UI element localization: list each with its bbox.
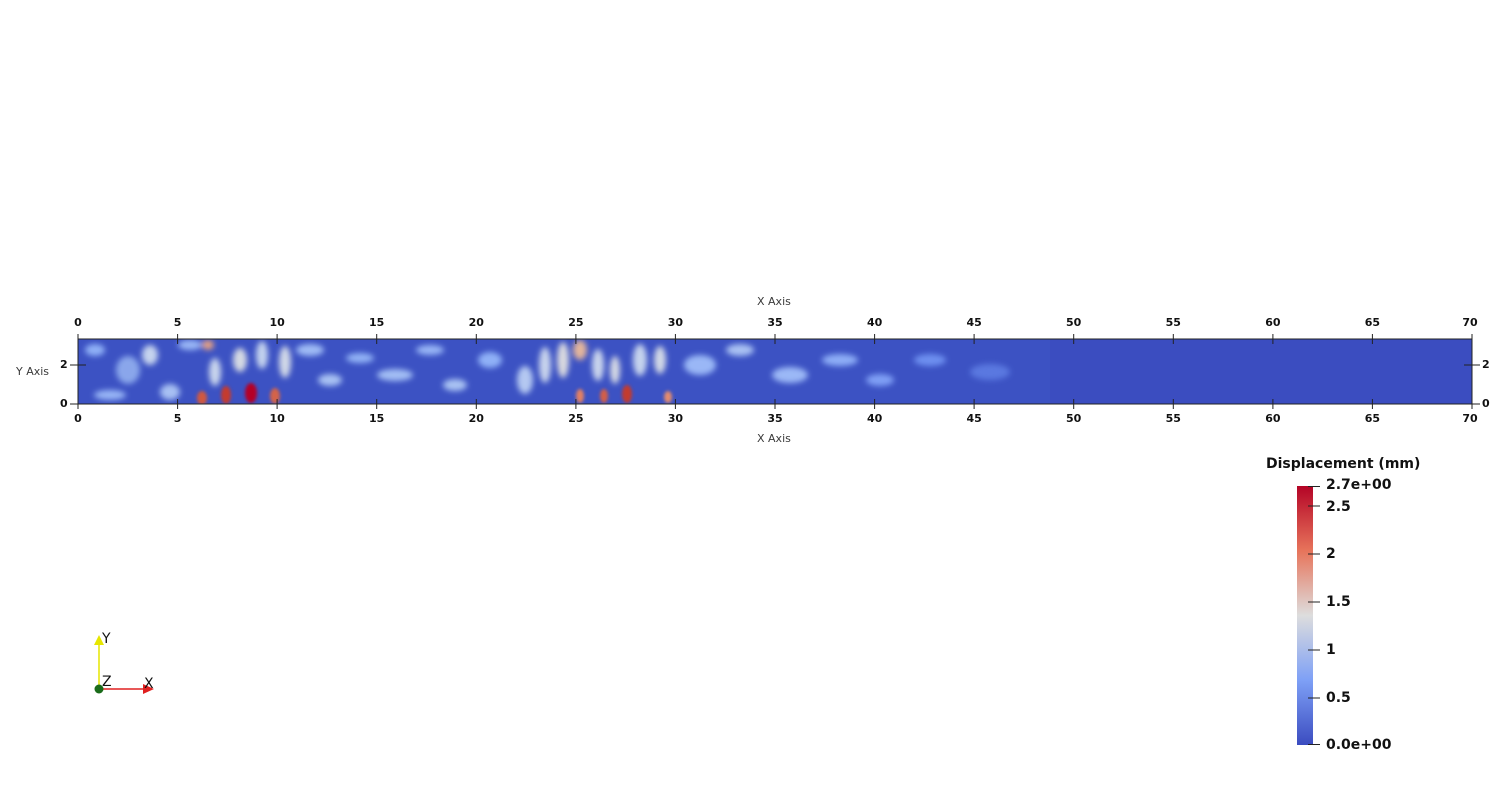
orientation-axes[interactable]: Y Z X — [80, 626, 170, 706]
colorbar-title: Displacement (mm) — [1266, 456, 1421, 472]
bottom-x-tick: 10 — [269, 412, 285, 425]
colorbar-label-max: 2.7e+00 — [1326, 477, 1392, 493]
top-x-tick: 60 — [1265, 316, 1281, 329]
colorbar-label: 2 — [1326, 546, 1336, 562]
axis-x-label: X — [144, 676, 154, 692]
right-y-tick: 2 — [1482, 358, 1490, 371]
top-x-tick: 15 — [369, 316, 385, 329]
colorbar-label: 1.5 — [1326, 594, 1351, 610]
axis-y-label: Y — [102, 631, 111, 647]
top-x-tick: 0 — [74, 316, 82, 329]
colorbar-label-min: 0.0e+00 — [1326, 737, 1392, 753]
top-x-tick: 45 — [966, 316, 982, 329]
bottom-x-tick: 60 — [1265, 412, 1281, 425]
bottom-axis-title: X Axis — [757, 432, 791, 445]
left-y-tick: 2 — [60, 358, 68, 371]
top-x-tick: 70 — [1462, 316, 1478, 329]
bottom-x-tick: 5 — [173, 412, 182, 425]
top-x-tick: 50 — [1066, 316, 1082, 329]
top-x-tick: 30 — [667, 316, 684, 329]
top-x-tick: 40 — [866, 316, 883, 329]
bottom-x-tick: 30 — [667, 412, 684, 425]
top-x-tick: 65 — [1364, 316, 1381, 329]
top-x-tick: 5 — [173, 316, 182, 329]
bottom-x-tick: 50 — [1066, 412, 1082, 425]
bottom-x-tick: 0 — [74, 412, 82, 425]
bottom-x-tick: 20 — [468, 412, 484, 425]
bottom-x-tick: 40 — [866, 412, 883, 425]
colorbar-label: 0.5 — [1326, 690, 1351, 706]
bottom-x-tick: 35 — [767, 412, 783, 425]
bottom-x-tick: 15 — [369, 412, 385, 425]
top-x-tick: 20 — [468, 316, 484, 329]
bottom-x-tick: 25 — [568, 412, 584, 425]
colorbar — [1297, 486, 1320, 745]
top-x-tick: 55 — [1165, 316, 1181, 329]
top-x-tick: 10 — [269, 316, 285, 329]
top-x-tick: 25 — [568, 316, 584, 329]
orientation-axes-icon — [94, 635, 154, 694]
colorbar-label: 2.5 — [1326, 499, 1351, 515]
bottom-x-tick: 55 — [1165, 412, 1181, 425]
right-y-tick: 0 — [1482, 397, 1490, 410]
bottom-x-tick: 45 — [966, 412, 982, 425]
left-y-tick: 0 — [60, 397, 68, 410]
top-axis-title: X Axis — [757, 295, 791, 308]
left-axis-title: Y Axis — [16, 365, 50, 378]
bottom-x-tick: 65 — [1364, 412, 1381, 425]
colorbar-label: 1 — [1326, 642, 1336, 658]
top-x-tick: 35 — [767, 316, 783, 329]
bottom-x-tick: 70 — [1462, 412, 1478, 425]
axis-z-label: Z — [102, 674, 112, 690]
